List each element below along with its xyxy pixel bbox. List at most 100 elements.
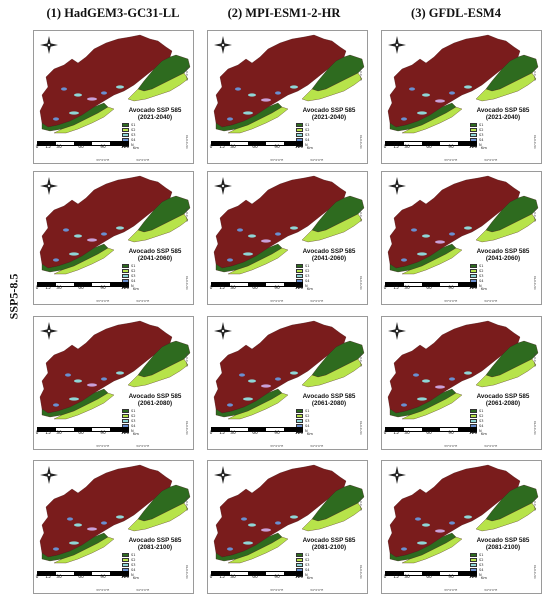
scale-tick-label: 0 (383, 286, 387, 291)
suitability-patch (101, 232, 107, 236)
suitable-s2-east (301, 72, 363, 102)
scale-bar-graphic (37, 282, 129, 287)
suitability-patch (248, 93, 256, 97)
legend-item-label: S4 (305, 423, 310, 428)
legend-swatch (122, 413, 129, 418)
scale-bar: 0 15 30 60 90 120 Km (35, 141, 139, 155)
scale-tick-label: 60 (426, 575, 432, 580)
suitable-s2-east (127, 358, 189, 388)
legend-item-label: S4 (305, 567, 310, 572)
scale-unit: Km (481, 146, 487, 150)
map-panel: Avocado SSP 585 (2081-2100) S1 S2 S3 S4 N 0 15 30… (33, 460, 194, 594)
scale-tick-label: 120 (294, 145, 304, 150)
suitability-patch (464, 515, 472, 519)
suitability-patch (227, 117, 233, 121)
latitude-label: 36°0'0"N (359, 565, 363, 579)
legend-title: Avocado SSP 585 (476, 393, 530, 400)
map-legend: Avocado SSP 585 (2061-2080) S1 S2 S3 S4 N (120, 393, 190, 433)
scale-bar: 0 15 30 60 90 120 Km (36, 571, 139, 585)
suitability-patch (227, 258, 233, 262)
map-legend: Avocado SSP 585 (2081-2100) S1 S2 S3 S4 N (294, 537, 364, 577)
suitability-map (387, 34, 539, 134)
scale-unit: Km (133, 432, 139, 436)
legend-swatch (296, 263, 303, 268)
suitable-s2-south (401, 106, 463, 134)
legend-item: S2 (122, 557, 190, 562)
legend-item-label: N (479, 428, 482, 433)
latitude-label: 37°0'0"N (533, 497, 537, 511)
legend-swatch (470, 413, 477, 418)
legend-swatch (296, 557, 303, 562)
legend-item: S1 (470, 552, 538, 557)
legend-item-label: S2 (305, 413, 310, 418)
longitude-label: 33°0'0"E (96, 299, 110, 303)
scale-tick-label: 0 (35, 145, 39, 150)
suitability-map (39, 320, 191, 420)
suitability-patch (435, 385, 445, 389)
legend-item: S2 (122, 127, 190, 132)
scale-tick-label: 0 (35, 286, 39, 291)
north-arrow-icon (40, 177, 58, 195)
scale-tick-label: 60 (252, 145, 258, 150)
scale-tick-label: 30 (230, 286, 236, 291)
legend-swatch (470, 122, 477, 127)
suitable-s2-east (301, 502, 363, 532)
scale-tick-label: 15 (393, 286, 399, 291)
legend-swatch (470, 273, 477, 278)
legend-item: S3 (122, 418, 190, 423)
legend-title: Avocado SSP 585 (302, 107, 356, 114)
latitude-label: 36°0'0"N (533, 135, 537, 149)
north-arrow-icon (40, 322, 58, 340)
suitable-s2-east (127, 72, 189, 102)
legend-item: S1 (296, 552, 364, 557)
longitude-label: 34°0'0"E (136, 299, 150, 303)
legend-title: Avocado SSP 585 (302, 537, 356, 544)
suitability-patch (239, 373, 245, 377)
suitability-patch (116, 515, 124, 519)
longitude-label: 33°0'0"E (444, 158, 458, 162)
legend-title: Avocado SSP 585 (476, 248, 530, 255)
legend-swatch (296, 418, 303, 423)
longitude-label: 33°0'0"E (96, 588, 110, 592)
legend-item: S3 (296, 273, 364, 278)
suitability-patch (422, 379, 430, 383)
legend-item: S3 (470, 273, 538, 278)
legend-item-label: S3 (305, 132, 310, 137)
latitude-label: 36°0'0"N (359, 276, 363, 290)
legend-item: S2 (296, 268, 364, 273)
suitability-patch (449, 91, 455, 95)
suitability-patch (435, 529, 445, 533)
legend-item-label: S4 (131, 567, 136, 572)
scenario-label: SSP5-8.5 (6, 273, 21, 320)
legend-item-label: S2 (479, 557, 484, 562)
legend-item-label: N (479, 572, 482, 577)
suitable-s2-east (127, 502, 189, 532)
suitability-patch (227, 547, 233, 551)
scale-tick-label: 15 (393, 431, 399, 436)
suitability-patch (53, 117, 59, 121)
legend-item: S1 (122, 122, 190, 127)
suitable-s2-south (227, 392, 289, 420)
latitude-label: 37°0'0"N (185, 497, 189, 511)
suitability-map (213, 464, 365, 564)
longitude-label: 34°0'0"E (136, 444, 150, 448)
legend-item: S3 (122, 562, 190, 567)
suitability-patch (116, 226, 124, 230)
suitability-patch (237, 228, 243, 232)
scale-tick-label: 0 (209, 286, 213, 291)
legend-period: (2021-2040) (311, 114, 347, 121)
suitability-map (213, 320, 365, 420)
legend-item-label: S4 (479, 278, 484, 283)
suitability-patch (275, 377, 281, 381)
longitude-label: 34°0'0"E (136, 588, 150, 592)
suitability-patch (261, 528, 271, 532)
suitability-patch (464, 85, 472, 89)
legend-swatch (122, 562, 129, 567)
legend-swatch (470, 557, 477, 562)
scale-bar: 0 15 30 60 90 120 Km (210, 427, 313, 441)
legend-item-label: N (305, 283, 308, 288)
legend-swatch (470, 127, 477, 132)
legend-title: Avocado SSP 585 (128, 393, 182, 400)
legend-title: Avocado SSP 585 (302, 248, 356, 255)
suitability-patch (290, 226, 298, 230)
